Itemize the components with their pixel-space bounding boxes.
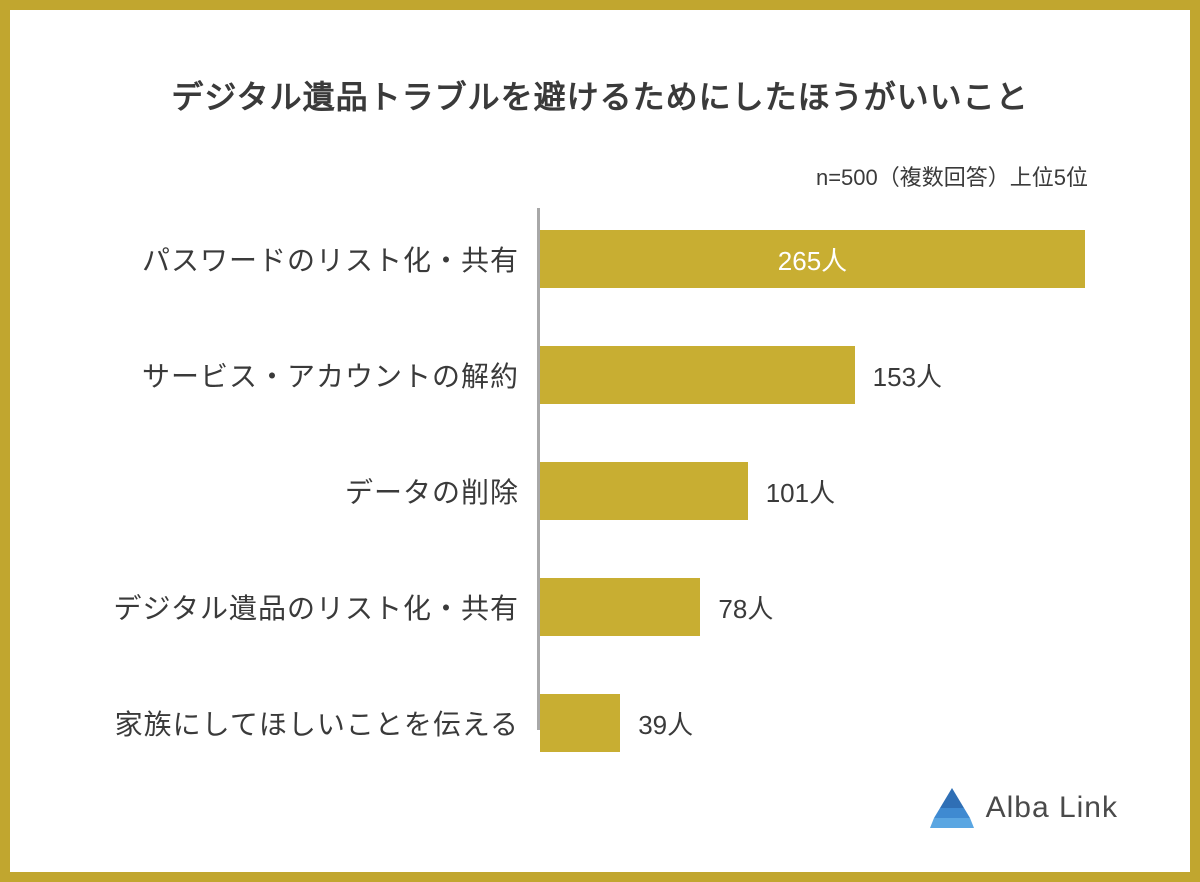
value-label: 153人 bbox=[873, 357, 942, 394]
chart-canvas: デジタル遺品トラブルを避けるためにしたほうがいいこと n=500（複数回答）上位… bbox=[32, 32, 1168, 850]
chart-subnote: n=500（複数回答）上位5位 bbox=[816, 160, 1088, 192]
bar bbox=[540, 462, 748, 520]
bar-chart: パスワードのリスト化・共有 265人サービス・アカウントの解約 153人データの削除… bbox=[92, 208, 1088, 730]
category-label: デジタル遺品のリスト化・共有 bbox=[92, 587, 537, 627]
bar bbox=[540, 578, 700, 636]
chart-row: サービス・アカウントの解約 153人 bbox=[92, 346, 1088, 404]
category-label: サービス・アカウントの解約 bbox=[92, 355, 537, 395]
logo-tri-bot bbox=[930, 818, 974, 828]
chart-row: データの削除 101人 bbox=[92, 462, 1088, 520]
chart-row: 家族にしてほしいことを伝える 39人 bbox=[92, 694, 1088, 752]
bar bbox=[540, 694, 620, 752]
brand-logo: Alba Link bbox=[930, 788, 1118, 828]
category-label: データの削除 bbox=[92, 471, 537, 511]
chart-title: デジタル遺品トラブルを避けるためにしたほうがいいこと bbox=[32, 72, 1168, 118]
category-label: パスワードのリスト化・共有 bbox=[92, 239, 537, 279]
value-label: 39人 bbox=[638, 705, 693, 742]
chart-frame: デジタル遺品トラブルを避けるためにしたほうがいいこと n=500（複数回答）上位… bbox=[0, 0, 1200, 882]
value-label: 265人 bbox=[778, 241, 847, 278]
value-label: 101人 bbox=[766, 473, 835, 510]
bar: 265人 bbox=[540, 230, 1085, 288]
brand-logo-icon bbox=[930, 788, 974, 828]
chart-row: デジタル遺品のリスト化・共有 78人 bbox=[92, 578, 1088, 636]
category-label: 家族にしてほしいことを伝える bbox=[92, 703, 537, 743]
value-label: 78人 bbox=[718, 589, 773, 626]
brand-logo-text: Alba Link bbox=[986, 791, 1118, 825]
logo-tri-top bbox=[940, 788, 964, 808]
bar bbox=[540, 346, 855, 404]
logo-tri-mid bbox=[934, 808, 970, 818]
chart-row: パスワードのリスト化・共有 265人 bbox=[92, 230, 1088, 288]
